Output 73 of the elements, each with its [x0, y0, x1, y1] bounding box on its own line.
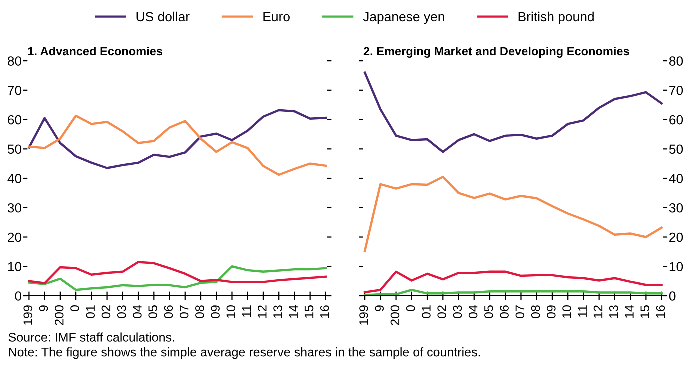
x-tick-label: 12 — [594, 306, 603, 318]
y-tick-label: 40 — [8, 174, 22, 184]
x-tick-label: 06 — [164, 306, 174, 318]
y-tick-label: 20 — [670, 232, 684, 242]
x-tick-label: 02 — [102, 306, 111, 318]
x-tick-label: 200 — [390, 306, 400, 326]
x-tick-label: 9 — [39, 306, 48, 312]
legend-label: Japanese yen — [363, 12, 444, 24]
x-tick-label: 05 — [148, 306, 158, 318]
y-tick-label: 50 — [8, 144, 22, 154]
y-tick-label: 10 — [8, 262, 22, 272]
line-series — [28, 266, 328, 292]
x-tick-label: 07 — [516, 306, 525, 318]
x-tick-label: 15 — [640, 306, 650, 318]
x-tick-label: 14 — [289, 305, 298, 318]
x-tick-label: 11 — [242, 306, 252, 318]
y-tick-label: 80 — [8, 56, 22, 66]
y-tick-label: 80 — [669, 56, 684, 66]
x-tick-label: 9 — [375, 306, 384, 312]
x-tick-label: 10 — [226, 306, 236, 318]
x-tick-label: 12 — [258, 306, 267, 318]
line-series — [28, 114, 328, 176]
x-tick-label: 09 — [546, 306, 556, 318]
x-tick-label: 10 — [562, 306, 572, 318]
y-tick-label: 60 — [670, 115, 684, 125]
x-tick-label: 03 — [453, 306, 462, 318]
x-tick-label: 08 — [531, 306, 540, 318]
x-tick-label: 04 — [133, 305, 142, 318]
x-tick-label: 11 — [578, 306, 587, 318]
y-tick-label: 60 — [8, 115, 22, 125]
x-tick-label: 13 — [274, 306, 282, 318]
x-tick-label: 02 — [438, 306, 446, 318]
x-tick-label: 08 — [196, 306, 204, 318]
x-tick-label: 16 — [656, 306, 666, 318]
line-series — [364, 176, 663, 252]
legend-label: US dollar — [136, 12, 190, 22]
x-tick-label: 09 — [211, 306, 220, 318]
y-tick-label: 0 — [669, 292, 676, 301]
x-tick-label: 01 — [86, 306, 96, 318]
y-tick-label: 70 — [670, 86, 684, 96]
y-tick-label: 30 — [8, 203, 22, 213]
x-tick-label: 04 — [468, 305, 478, 318]
y-tick-label: 50 — [669, 144, 684, 154]
line-series — [28, 109, 328, 170]
x-tick-label: 13 — [609, 306, 618, 318]
chart-title: 2. Emerging Market and Developing Economies — [364, 46, 630, 58]
y-tick-label: 40 — [669, 174, 684, 184]
x-tick-label: 01 — [422, 306, 431, 318]
y-tick-label: 0 — [15, 292, 22, 301]
chart-title: 1. Advanced Economies — [28, 46, 163, 56]
y-tick-label: 20 — [8, 232, 22, 242]
x-tick-label: 200 — [54, 306, 64, 326]
x-tick-label: 16 — [320, 306, 330, 318]
x-tick-label: 07 — [180, 306, 189, 318]
x-tick-label: 0 — [70, 306, 80, 312]
x-tick-label: 03 — [117, 306, 126, 318]
x-tick-label: 15 — [304, 306, 314, 318]
line-series — [28, 261, 328, 284]
x-tick-label: 199 — [24, 306, 33, 325]
y-tick-label: 30 — [669, 203, 684, 213]
y-tick-label: 10 — [670, 262, 684, 272]
x-tick-label: 05 — [484, 306, 494, 318]
line-series — [364, 270, 663, 294]
x-tick-label: 14 — [625, 305, 634, 318]
line-series — [364, 72, 663, 154]
source-note: Source: IMF staff calculations. — [8, 332, 174, 342]
legend-label: British pound — [518, 12, 594, 24]
x-tick-label: 199 — [360, 306, 368, 325]
x-tick-label: 06 — [500, 306, 509, 318]
x-tick-label: 0 — [406, 306, 416, 312]
legend-label: Euro — [264, 12, 290, 22]
text: Note: The figure shows the simple average reserve shares in the sample of countries. — [9, 348, 480, 360]
y-tick-label: 70 — [8, 86, 22, 96]
